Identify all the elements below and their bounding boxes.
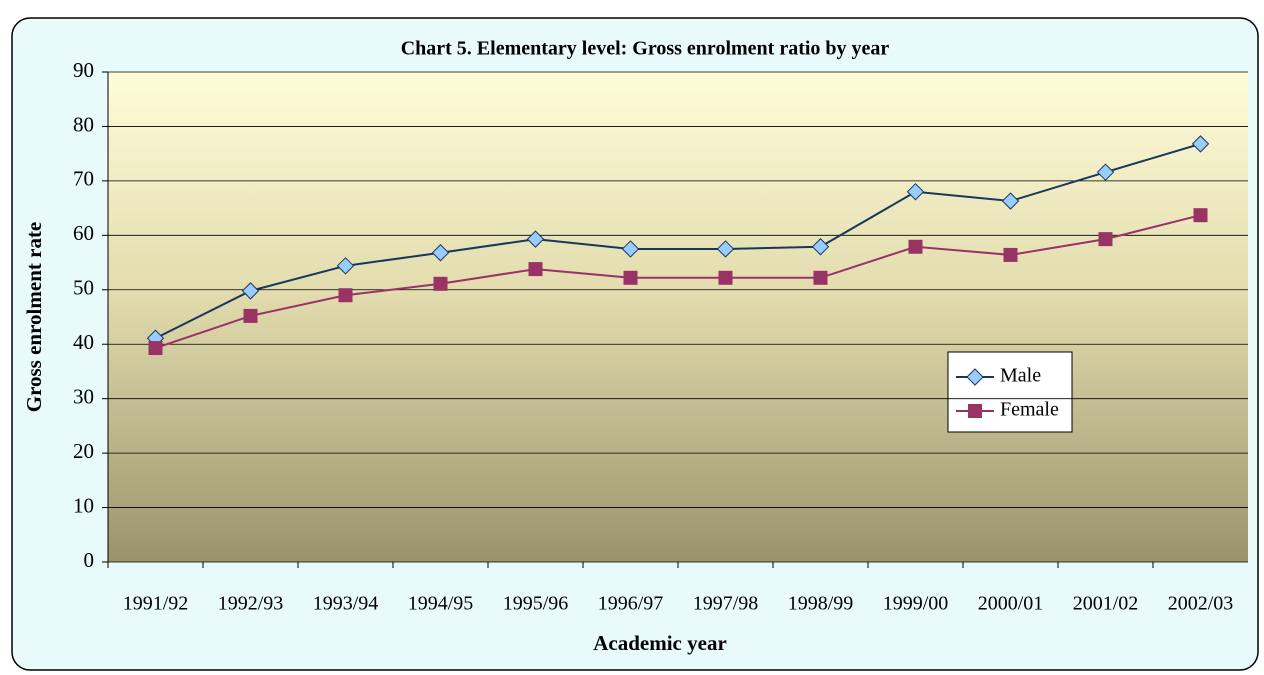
legend-label: Male bbox=[1000, 365, 1041, 387]
x-tick-label: 2002/03 bbox=[1168, 593, 1234, 615]
data-point bbox=[623, 270, 638, 285]
x-tick-label: 1997/98 bbox=[693, 593, 759, 615]
x-tick-label: 1991/92 bbox=[123, 593, 189, 615]
y-tick-label: 70 bbox=[73, 167, 94, 191]
legend-marker bbox=[968, 404, 982, 418]
data-point bbox=[431, 244, 450, 262]
chart-title: Chart 5. Elementary level: Gross enrolme… bbox=[401, 38, 890, 60]
x-tick-label: 1995/96 bbox=[503, 593, 569, 615]
legend-label: Female bbox=[1000, 399, 1059, 421]
x-tick-label: 2001/02 bbox=[1073, 593, 1139, 615]
data-point bbox=[908, 239, 923, 254]
y-tick-label: 50 bbox=[73, 276, 94, 300]
data-point bbox=[528, 262, 543, 277]
data-point bbox=[813, 270, 828, 285]
data-point bbox=[336, 257, 355, 275]
data-point bbox=[338, 288, 353, 303]
data-point bbox=[716, 240, 735, 258]
series-line bbox=[155, 142, 1201, 340]
y-tick-label: 0 bbox=[84, 548, 95, 572]
legend: Male Female bbox=[947, 351, 1073, 433]
plot-area bbox=[108, 72, 1248, 562]
y-tick-label: 80 bbox=[73, 112, 94, 136]
series-line bbox=[155, 214, 1201, 349]
x-tick-label: 2000/01 bbox=[978, 593, 1044, 615]
legend-box bbox=[947, 351, 1073, 433]
data-point bbox=[1098, 232, 1113, 247]
data-point bbox=[241, 282, 260, 300]
data-point bbox=[1096, 163, 1115, 181]
data-point bbox=[811, 238, 830, 256]
y-axis-label: Gross enrolment rate bbox=[22, 222, 46, 413]
data-point bbox=[1003, 247, 1018, 262]
x-tick-label: 1993/94 bbox=[313, 593, 379, 615]
data-point bbox=[1191, 135, 1210, 153]
x-tick-label: 1996/97 bbox=[598, 593, 664, 615]
y-tick-label: 40 bbox=[73, 330, 94, 354]
data-point bbox=[1193, 208, 1208, 223]
data-point bbox=[718, 270, 733, 285]
y-tick-label: 30 bbox=[73, 384, 94, 408]
data-point bbox=[906, 183, 925, 201]
y-tick-label: 60 bbox=[73, 221, 94, 245]
legend-marker bbox=[966, 368, 984, 386]
x-tick-label: 1994/95 bbox=[408, 593, 474, 615]
x-tick-label: 1999/00 bbox=[883, 593, 949, 615]
data-point bbox=[243, 308, 258, 323]
y-tick-label: 20 bbox=[73, 439, 94, 463]
x-axis-label: Academic year bbox=[593, 631, 727, 655]
data-point bbox=[526, 230, 545, 248]
data-point bbox=[1001, 192, 1020, 210]
x-tick-label: 1992/93 bbox=[218, 593, 284, 615]
data-point bbox=[621, 240, 640, 258]
x-tick-label: 1998/99 bbox=[788, 593, 854, 615]
data-point bbox=[148, 341, 163, 356]
y-tick-label: 10 bbox=[73, 493, 94, 517]
data-point bbox=[433, 276, 448, 291]
y-tick-label: 90 bbox=[73, 58, 94, 82]
